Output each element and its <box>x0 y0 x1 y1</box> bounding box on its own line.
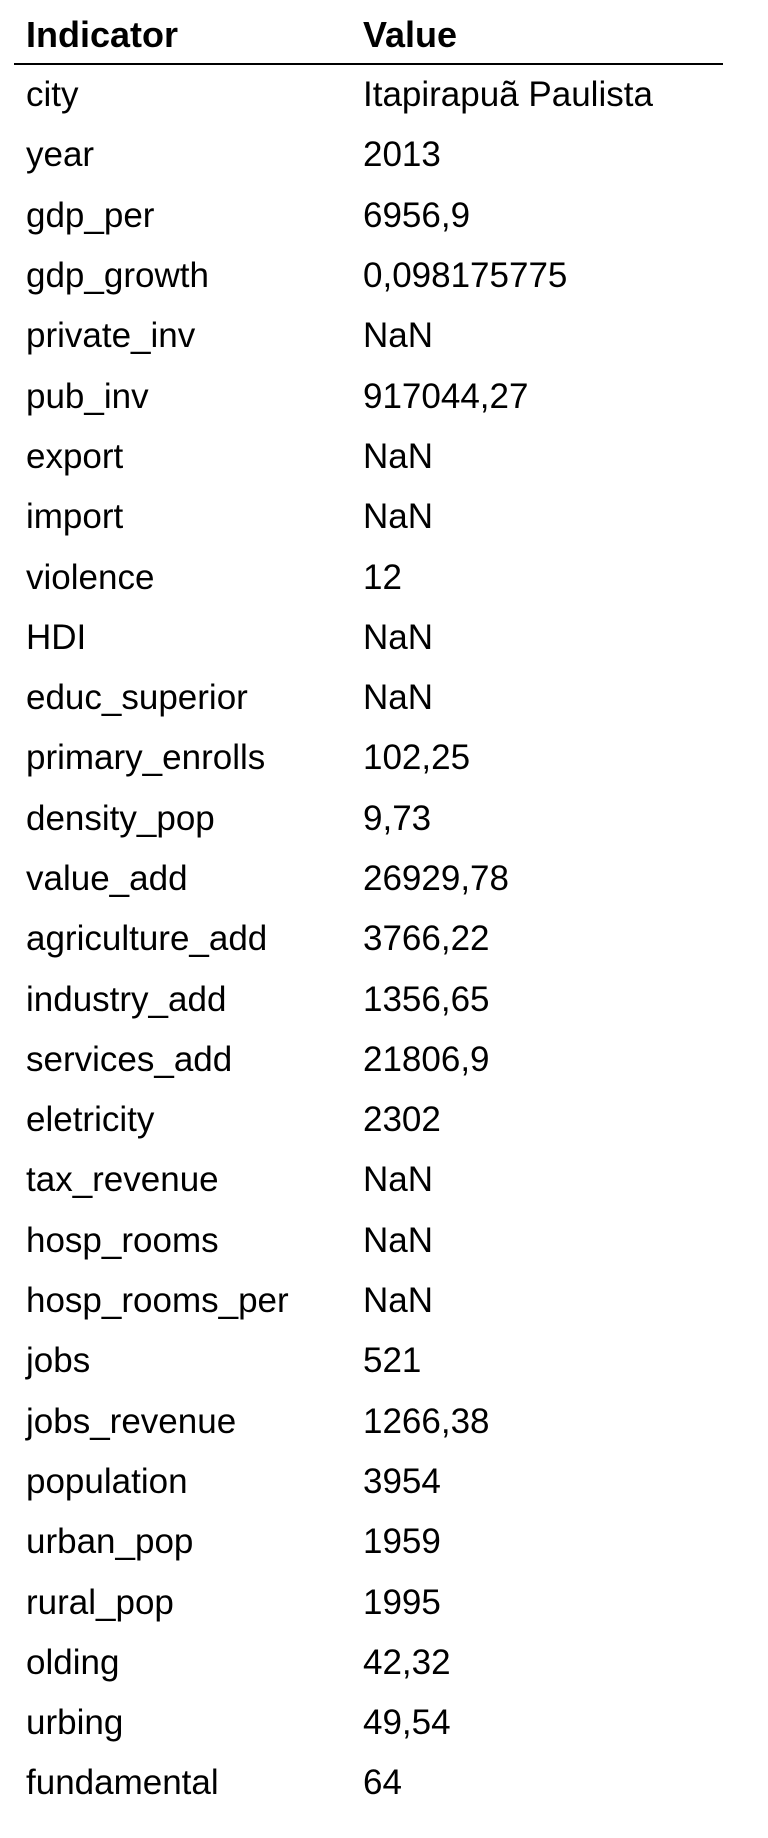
value-cell: 21806,9 <box>363 1039 490 1079</box>
indicator-cell: fundamental <box>26 1763 219 1803</box>
table-row: services_add 21806,9 <box>14 1030 723 1090</box>
value-cell: NaN <box>363 678 434 718</box>
indicator-cell: value_add <box>26 859 188 898</box>
table-row: density_pop 9,73 <box>14 789 723 849</box>
value-cell: NaN <box>363 497 434 537</box>
header-indicator: Indicator <box>14 6 351 65</box>
indicator-cell: city <box>26 75 79 115</box>
value-cell: 12 <box>363 557 402 597</box>
value-cell: 3766,22 <box>363 919 490 959</box>
indicator-cell: population <box>26 1461 188 1501</box>
value-cell: 1959 <box>363 1522 441 1562</box>
value-cell: 521 <box>363 1341 422 1381</box>
value-cell: Itapirapuã Paulista <box>363 75 653 115</box>
table-row: industry_add 1356,65 <box>14 969 723 1029</box>
value-cell: 917044,27 <box>363 376 529 416</box>
table-row: gdp_per 6956,9 <box>14 186 723 246</box>
value-cell: 1266,38 <box>363 1401 490 1441</box>
value-cell: 9,73 <box>363 798 432 838</box>
header-value: Value <box>351 6 723 65</box>
indicator-cell: services_add <box>26 1039 233 1079</box>
table-row: tax_revenue NaN <box>14 1150 723 1210</box>
table-row: agriculture_add 3766,22 <box>14 909 723 969</box>
table-row: eletricity 2302 <box>14 1090 723 1150</box>
indicator-cell: industry_add <box>26 979 227 1019</box>
value-cell: NaN <box>363 1220 434 1260</box>
value-cell: 1995 <box>363 1582 441 1622</box>
value-cell: 0,098175775 <box>363 256 568 296</box>
table-row: violence 12 <box>14 547 723 607</box>
value-cell: 3954 <box>363 1461 441 1501</box>
indicator-cell: gdp_growth <box>26 256 209 296</box>
indicator-cell: rural_pop <box>26 1582 174 1622</box>
indicator-cell: HDI <box>26 617 87 657</box>
indicator-cell: private_inv <box>26 316 196 356</box>
value-cell: 102,25 <box>363 738 471 778</box>
table-row: import NaN <box>14 487 723 547</box>
indicator-cell: educ_superior <box>26 678 248 718</box>
table-row: olding 42,32 <box>14 1633 723 1693</box>
value-cell: 42,32 <box>363 1642 451 1682</box>
table-row: educ_superior NaN <box>14 668 723 728</box>
indicator-cell: olding <box>26 1642 120 1682</box>
table-row: year 2013 <box>14 125 723 185</box>
indicator-cell: urban_pop <box>26 1522 194 1562</box>
indicator-cell: agriculture_add <box>26 919 268 959</box>
value-cell: 6956,9 <box>363 195 471 235</box>
indicator-cell: tax_revenue <box>26 1160 219 1200</box>
table-row: hosp_rooms_per NaN <box>14 1271 723 1331</box>
value-cell: 26929,78 <box>363 859 509 898</box>
indicator-cell: jobs_revenue <box>26 1401 237 1441</box>
table-row: jobs 521 <box>14 1331 723 1391</box>
table-row: fundamental 64 <box>14 1753 723 1813</box>
header-row: Indicator Value <box>14 6 723 65</box>
table-row: pub_inv 917044,27 <box>14 366 723 426</box>
table-body: city Itapirapuã Paulista year 2013 gdp_per 69… <box>14 64 723 1814</box>
indicator-cell: eletricity <box>26 1100 155 1140</box>
table-row: urban_pop 1959 <box>14 1512 723 1572</box>
value-cell: 64 <box>363 1763 402 1803</box>
indicator-cell: urbing <box>26 1703 124 1743</box>
value-cell: 1356,65 <box>363 979 490 1019</box>
table-row: hosp_rooms NaN <box>14 1211 723 1271</box>
indicator-cell: violence <box>26 557 155 597</box>
table-row: gdp_growth 0,098175775 <box>14 246 723 306</box>
indicator-cell: hosp_rooms_per <box>26 1281 289 1321</box>
table-header: Indicator Value <box>14 6 723 65</box>
table-row: export NaN <box>14 427 723 487</box>
table-row: city Itapirapuã Paulista <box>14 64 723 125</box>
table-row: rural_pop 1995 <box>14 1572 723 1632</box>
indicator-cell: primary_enrolls <box>26 738 266 778</box>
table-row: value_add 26929,78 <box>14 849 723 909</box>
value-cell: NaN <box>363 316 434 356</box>
value-cell: NaN <box>363 436 434 476</box>
indicator-cell: import <box>26 497 124 537</box>
table-row: urbing 49,54 <box>14 1693 723 1753</box>
indicator-cell: year <box>26 135 95 175</box>
indicator-cell: jobs <box>26 1341 91 1381</box>
indicator-cell: hosp_rooms <box>26 1220 219 1260</box>
table-row: population 3954 <box>14 1452 723 1512</box>
indicator-cell: gdp_per <box>26 195 155 235</box>
value-cell: NaN <box>363 1281 434 1321</box>
value-cell: 2302 <box>363 1100 441 1140</box>
indicator-cell: pub_inv <box>26 376 149 416</box>
table-row: primary_enrolls 102,25 <box>14 728 723 788</box>
value-cell: NaN <box>363 617 434 657</box>
value-cell: 2013 <box>363 135 441 175</box>
value-cell: 49,54 <box>363 1703 451 1743</box>
indicator-table: Indicator Value city Itapirapuã Paulista y… <box>14 6 723 1814</box>
table-row: private_inv NaN <box>14 306 723 366</box>
indicator-cell: export <box>26 436 124 476</box>
value-cell: NaN <box>363 1160 434 1200</box>
table-row: jobs_revenue 1266,38 <box>14 1392 723 1452</box>
table-row: HDI NaN <box>14 608 723 668</box>
indicator-cell: density_pop <box>26 798 215 838</box>
